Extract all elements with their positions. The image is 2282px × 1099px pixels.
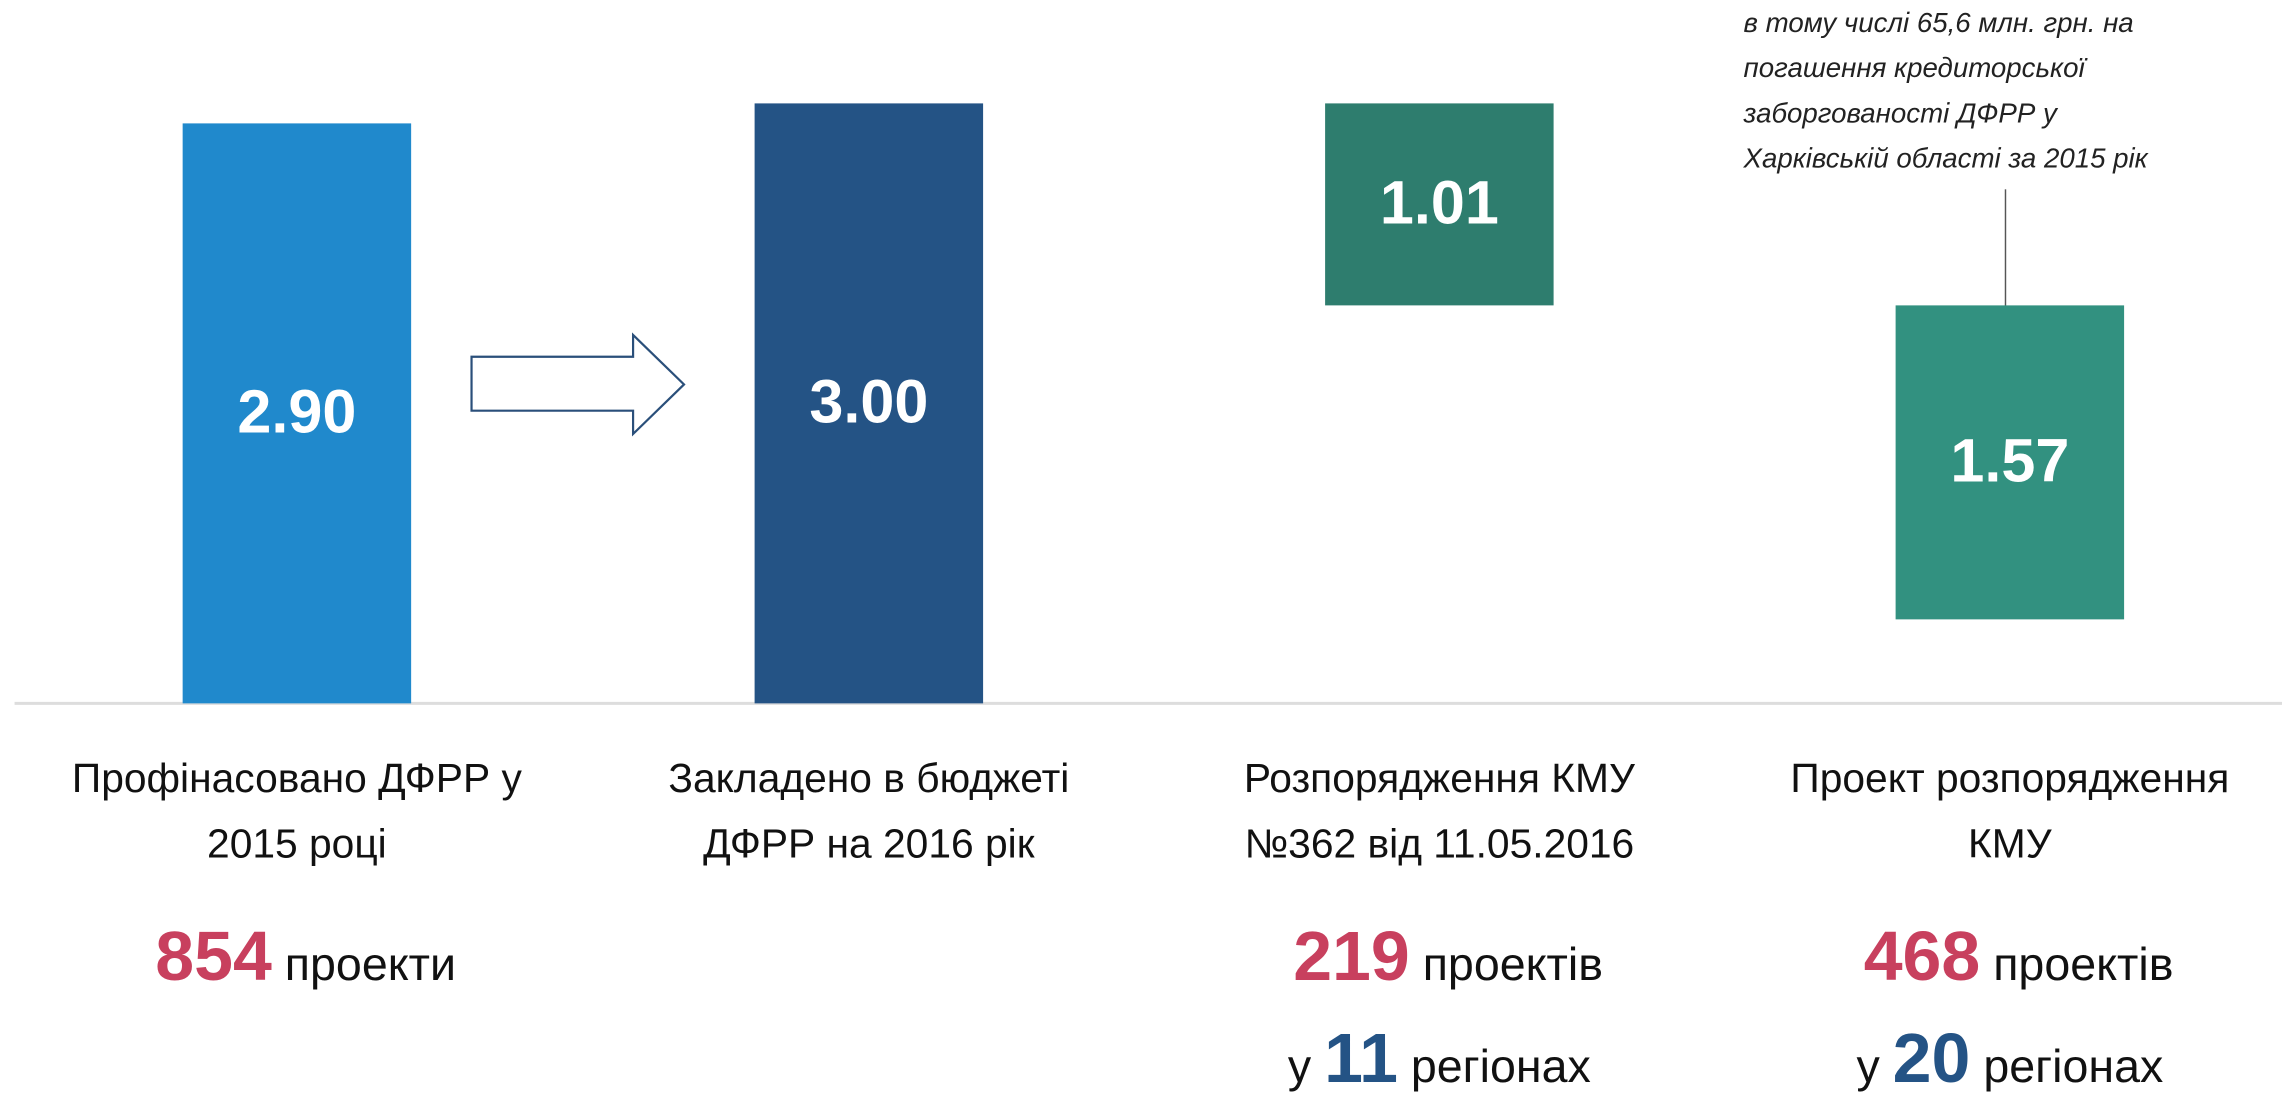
- regions-prefix: у: [1287, 1039, 1312, 1093]
- regions-number: 20: [1892, 1020, 1971, 1098]
- bar: [754, 103, 984, 704]
- annotation-line: погашення кредиторської: [1743, 53, 2085, 85]
- annotation-line: в тому числі 65,6 млн. грн. на: [1743, 8, 2134, 40]
- category-label: Проект розпорядження КМУ: [1790, 755, 2230, 867]
- value-label: 1.57: [1950, 426, 2069, 494]
- regions-text: регіонах: [1983, 1039, 2164, 1093]
- projects-text: проектів: [1993, 937, 2174, 991]
- category-label: Розпорядження КМУ №362 від 11.05.2016: [1243, 755, 1635, 867]
- value-label: 3.00: [809, 367, 928, 435]
- bar: [1895, 305, 2125, 620]
- regions-number: 11: [1324, 1020, 1398, 1098]
- regions-text: регіонах: [1410, 1039, 1591, 1093]
- projects-number: 854: [155, 918, 272, 997]
- projects-text: проектів: [1422, 937, 1603, 991]
- projects-number: 219: [1293, 918, 1410, 997]
- regions-prefix: у: [1856, 1039, 1880, 1093]
- bar: [1325, 103, 1554, 306]
- regions-count: у 20 регіонах: [1719, 1019, 2282, 1099]
- value-label: 1.01: [1380, 168, 1499, 236]
- annotation-line: заборгованості ДФРР у: [1743, 99, 2057, 130]
- annotation-line: Харківській області за 2015 рік: [1743, 144, 2148, 175]
- bar: [182, 123, 412, 704]
- category-label: Профінасовано ДФРР у 2015 році: [71, 755, 522, 867]
- category-label: Закладено в бюджеті ДФРР на 2016 рік: [668, 755, 1070, 867]
- projects-number: 468: [1863, 918, 1981, 997]
- projects-count: 468 проектів: [1728, 917, 2282, 997]
- regions-count: у 11 регіонах: [1148, 1019, 1730, 1099]
- projects-count: 854 проекти: [15, 917, 597, 997]
- value-label: 2.90: [237, 377, 356, 445]
- arrow: [470, 332, 686, 437]
- projects-count: 219 проектів: [1157, 917, 1739, 997]
- projects-text: проекти: [284, 937, 456, 991]
